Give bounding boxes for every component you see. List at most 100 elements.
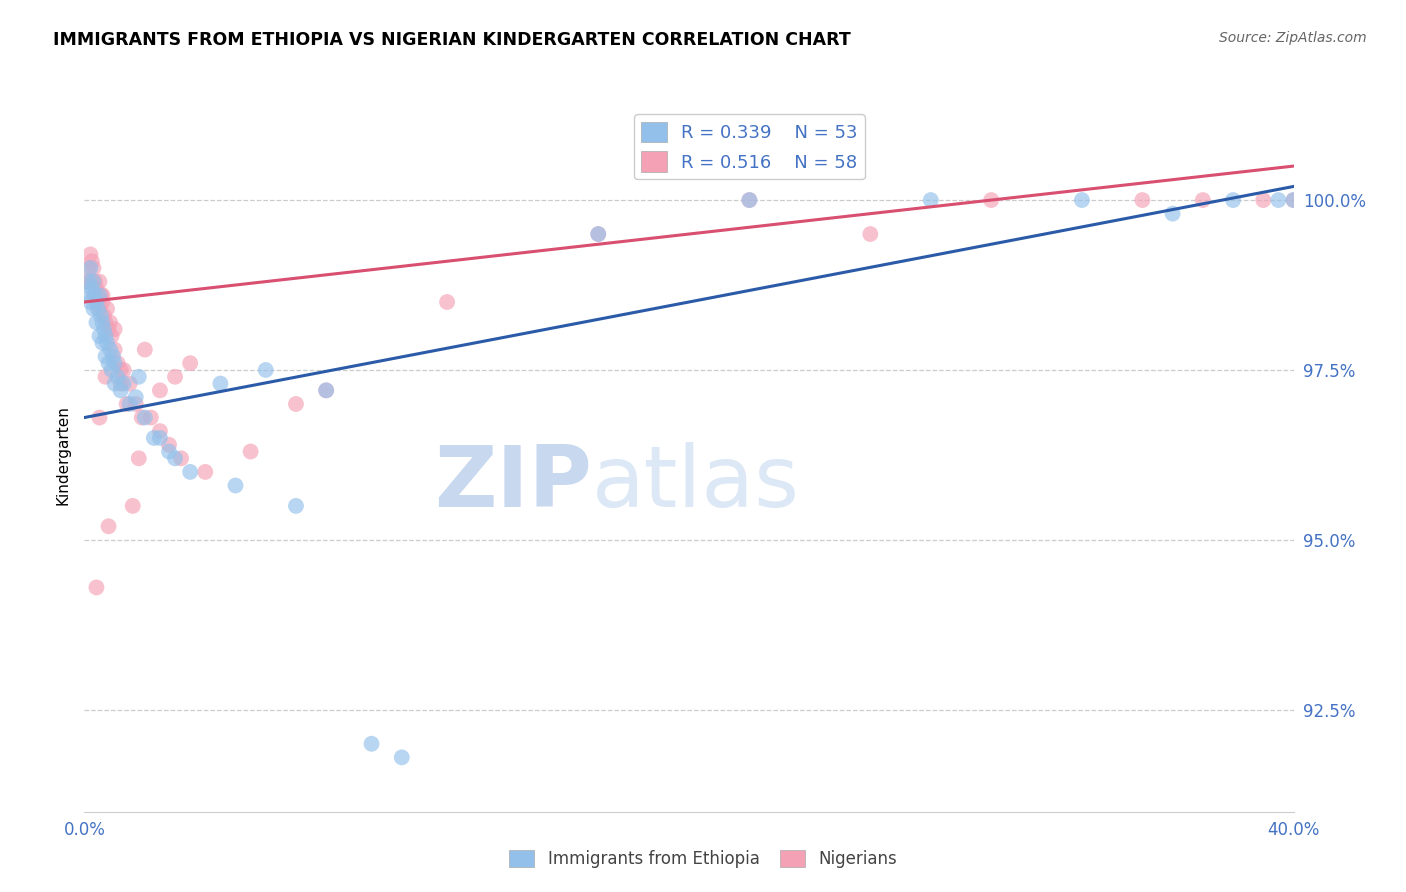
Point (82, 260, 104, 275)
Point (142, 431, 165, 445)
Point (179, 356, 201, 370)
Point (87, 301, 110, 316)
Point (1161, 207, 1184, 221)
Point (254, 363, 277, 377)
Point (125, 390, 148, 404)
Point (1071, 193, 1094, 207)
Point (391, 750, 413, 764)
Point (118, 376, 141, 391)
Point (86, 581, 108, 595)
Point (738, 193, 761, 207)
Point (104, 322, 127, 336)
Point (98, 315, 121, 329)
Text: IMMIGRANTS FROM ETHIOPIA VS NIGERIAN KINDERGARTEN CORRELATION CHART: IMMIGRANTS FROM ETHIOPIA VS NIGERIAN KIN… (53, 31, 851, 49)
Point (315, 384, 337, 398)
Point (91, 315, 114, 329)
Point (94, 369, 117, 384)
Point (96, 335, 118, 350)
Point (79, 260, 101, 275)
Point (93, 309, 115, 323)
Point (91, 295, 114, 310)
Point (97, 322, 120, 336)
Point (110, 376, 132, 391)
Point (315, 384, 337, 398)
Point (98, 343, 121, 357)
Point (76, 288, 98, 302)
Point (134, 343, 156, 357)
Point (87, 295, 110, 310)
Text: atlas: atlas (592, 442, 800, 525)
Point (112, 363, 135, 377)
Point (118, 397, 141, 411)
Point (89, 410, 111, 425)
Point (97, 519, 120, 533)
Legend: R = 0.339    N = 53, R = 0.516    N = 58: R = 0.339 N = 53, R = 0.516 N = 58 (634, 114, 865, 179)
Point (131, 410, 153, 425)
Point (86, 315, 108, 329)
Point (84, 275, 107, 289)
Point (104, 356, 127, 370)
Point (149, 384, 172, 398)
Point (157, 438, 180, 452)
Point (90, 288, 112, 302)
Point (128, 451, 150, 466)
Point (79, 247, 101, 261)
Point (139, 410, 162, 425)
Point (86, 295, 108, 310)
Point (194, 465, 217, 479)
Point (110, 384, 132, 398)
Point (89, 288, 111, 302)
Point (104, 343, 127, 357)
Point (77, 260, 100, 275)
Point (738, 193, 761, 207)
Point (97, 356, 120, 370)
Point (80, 281, 103, 295)
Point (79, 295, 101, 310)
Point (84, 288, 107, 302)
Point (1253, 193, 1275, 207)
Point (90, 309, 112, 323)
Point (285, 499, 308, 513)
Text: ZIP: ZIP (434, 442, 592, 525)
Point (76, 275, 98, 289)
Point (94, 350, 117, 364)
Point (80, 254, 103, 268)
Point (225, 478, 247, 492)
Point (91, 335, 114, 350)
Point (1222, 193, 1244, 207)
Point (96, 301, 118, 316)
Point (1267, 193, 1289, 207)
Point (82, 288, 104, 302)
Point (91, 288, 114, 302)
Point (134, 410, 156, 425)
Point (89, 275, 111, 289)
Point (179, 465, 201, 479)
Point (588, 227, 610, 241)
Point (82, 275, 104, 289)
Point (125, 397, 148, 411)
Text: Source: ZipAtlas.com: Source: ZipAtlas.com (1219, 31, 1367, 45)
Point (209, 376, 232, 391)
Point (89, 301, 111, 316)
Point (77, 275, 100, 289)
Point (1192, 193, 1215, 207)
Point (104, 376, 127, 391)
Point (360, 737, 382, 751)
Point (859, 227, 882, 241)
Point (239, 444, 262, 458)
Point (112, 376, 135, 391)
Point (436, 295, 458, 310)
Point (121, 499, 143, 513)
Point (115, 397, 138, 411)
Point (149, 431, 172, 445)
Point (170, 451, 193, 466)
Point (285, 397, 308, 411)
Point (107, 356, 129, 370)
Point (79, 275, 101, 289)
Point (94, 315, 117, 329)
Point (920, 193, 942, 207)
Point (93, 322, 115, 336)
Point (86, 281, 108, 295)
Point (100, 329, 122, 343)
Point (100, 363, 122, 377)
